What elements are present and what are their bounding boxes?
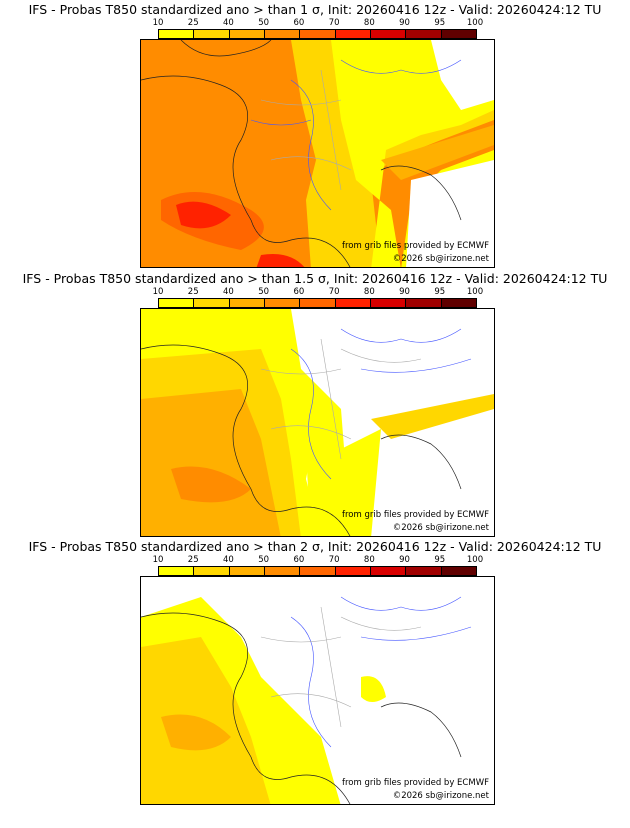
panel-title: IFS - Probas T850 standardized ano > tha… (28, 2, 602, 17)
colorbar-tick-label: 60 (293, 287, 305, 297)
colorbar-segment (406, 299, 442, 307)
colorbar-segment (300, 299, 336, 307)
colorbar-tick-label: 10 (152, 555, 164, 565)
map-shading (141, 596, 472, 804)
colorbar-segment (159, 30, 195, 38)
colorbar (158, 566, 477, 576)
source-credit: from grib files provided by ECMWF (342, 778, 489, 788)
colorbar-segment (194, 299, 230, 307)
colorbar-tick-label: 100 (466, 18, 484, 28)
colorbar (158, 29, 477, 39)
colorbar-tick-label: 70 (328, 287, 340, 297)
colorbar-tick-label: 95 (434, 287, 446, 297)
colorbar-segment (335, 299, 371, 307)
colorbar-segment (406, 567, 442, 575)
colorbar-segment (335, 30, 371, 38)
colorbar-segment (264, 299, 301, 307)
colorbar-tick-label: 40 (223, 18, 234, 28)
colorbar-tick-label: 70 (328, 555, 340, 565)
colorbar-segment (194, 567, 230, 575)
colorbar-tick-label: 25 (187, 287, 199, 297)
colorbar-tick-label: 40 (223, 555, 234, 565)
colorbar-tick-label: 80 (363, 287, 375, 297)
colorbar-tick-label: 90 (399, 18, 410, 28)
colorbar-tick-label: 40 (223, 287, 234, 297)
map-shading (141, 309, 494, 536)
colorbar (158, 298, 477, 308)
colorbar-tick-label: 50 (258, 555, 270, 565)
colorbar-segment (264, 30, 301, 38)
colorbar-tick-label: 10 (152, 18, 164, 28)
colorbar-segment (264, 567, 301, 575)
colorbar-segment (335, 567, 371, 575)
map-panel-1sigma: IFS - Probas T850 standardized ano > tha… (0, 0, 630, 268)
colorbar-tick-label: 95 (434, 18, 446, 28)
probability-map: from grib files provided by ECMWF ©2026 … (140, 308, 495, 537)
colorbar-tick-label: 60 (293, 18, 305, 28)
colorbar-segment (441, 567, 476, 575)
probability-map: from grib files provided by ECMWF ©2026 … (140, 576, 495, 805)
colorbar-tick-label: 25 (187, 18, 199, 28)
colorbar-ticks: 10 25 40 50 60 70 80 90 95 100 (153, 18, 484, 28)
colorbar-segment (441, 299, 476, 307)
colorbar-segment (370, 30, 407, 38)
copyright-credit: ©2026 sb@irizone.net (392, 254, 489, 264)
panel-title: IFS - Probas T850 standardized ano > tha… (22, 271, 608, 286)
colorbar-segment (406, 30, 442, 38)
copyright-credit: ©2026 sb@irizone.net (392, 523, 489, 533)
colorbar-segment (229, 567, 265, 575)
colorbar-tick-label: 80 (363, 18, 375, 28)
colorbar-segment (159, 567, 195, 575)
source-credit: from grib files provided by ECMWF (342, 510, 489, 520)
colorbar-tick-label: 50 (258, 287, 270, 297)
colorbar-segment (229, 299, 265, 307)
colorbar-ticks: 10 25 40 50 60 70 80 90 95 100 (153, 287, 484, 297)
colorbar-segment (300, 567, 336, 575)
colorbar-tick-label: 10 (152, 287, 164, 297)
map-panel-2sigma: IFS - Probas T850 standardized ano > tha… (0, 537, 630, 805)
colorbar-ticks: 10 25 40 50 60 70 80 90 95 100 (153, 555, 484, 565)
colorbar-segment (229, 30, 265, 38)
map-shading (141, 40, 494, 267)
colorbar-tick-label: 25 (187, 555, 199, 565)
colorbar-segment (370, 299, 407, 307)
colorbar-tick-label: 90 (399, 555, 410, 565)
colorbar-segment (370, 567, 407, 575)
colorbar-tick-label: 60 (293, 555, 305, 565)
copyright-credit: ©2026 sb@irizone.net (392, 791, 489, 801)
colorbar-tick-label: 100 (466, 287, 484, 297)
colorbar-tick-label: 70 (328, 18, 340, 28)
colorbar-tick-label: 50 (258, 18, 270, 28)
colorbar-segment (441, 30, 476, 38)
map-panel-1-5sigma: IFS - Probas T850 standardized ano > tha… (0, 269, 630, 537)
colorbar-segment (300, 30, 336, 38)
colorbar-tick-label: 90 (399, 287, 410, 297)
colorbar-tick-label: 95 (434, 555, 446, 565)
colorbar-tick-label: 100 (466, 555, 484, 565)
source-credit: from grib files provided by ECMWF (342, 241, 489, 251)
probability-map: from grib files provided by ECMWF ©2026 … (140, 39, 495, 268)
colorbar-segment (159, 299, 195, 307)
colorbar-segment (194, 30, 230, 38)
panel-title: IFS - Probas T850 standardized ano > tha… (28, 539, 602, 554)
colorbar-tick-label: 80 (363, 555, 375, 565)
